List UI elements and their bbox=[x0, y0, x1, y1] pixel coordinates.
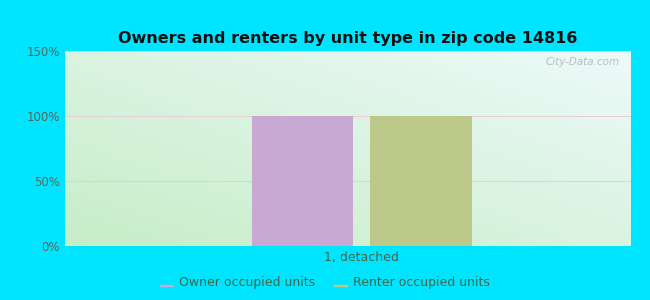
Text: City-Data.com: City-Data.com bbox=[545, 57, 619, 67]
Legend: Owner occupied units, Renter occupied units: Owner occupied units, Renter occupied un… bbox=[155, 271, 495, 294]
Title: Owners and renters by unit type in zip code 14816: Owners and renters by unit type in zip c… bbox=[118, 31, 577, 46]
Bar bbox=[370, 116, 472, 246]
Bar bbox=[252, 116, 354, 246]
